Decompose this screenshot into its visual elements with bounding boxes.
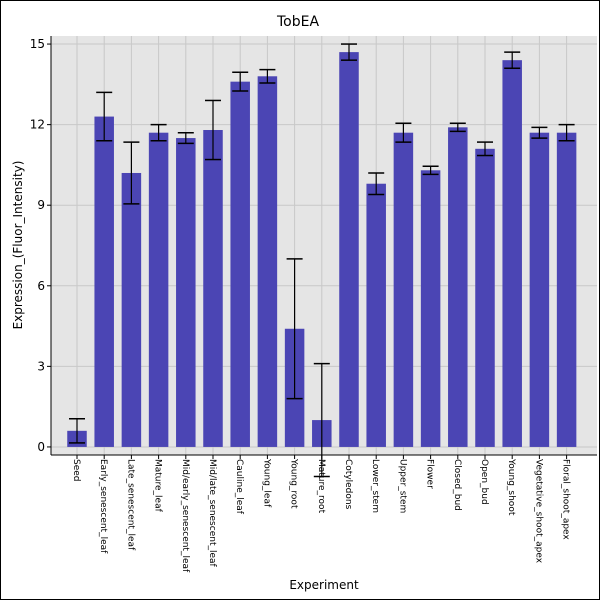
y-tick-label: 0 xyxy=(37,440,45,454)
bar xyxy=(339,52,359,447)
x-tick-label: Young_leaf xyxy=(261,458,271,508)
x-tick-label: Young_shoot xyxy=(506,458,516,516)
chart-title: TobEA xyxy=(276,14,319,30)
x-tick-label: Young_root xyxy=(289,458,299,509)
bar xyxy=(502,60,522,447)
bar xyxy=(420,170,441,447)
x-tick-label: Early_senescent_leaf xyxy=(98,459,108,554)
x-tick-label: Vegetative_shoot_apex xyxy=(533,459,543,564)
bar xyxy=(393,132,414,447)
x-tick-label: Upper_stem xyxy=(397,459,407,513)
y-tick-label: 12 xyxy=(30,118,45,132)
x-tick-label: Flower xyxy=(425,459,435,489)
x-tick-label: Mid/late_senescent_leaf xyxy=(207,459,217,568)
bar xyxy=(176,138,196,447)
y-tick-label: 3 xyxy=(37,359,45,373)
bar xyxy=(148,132,169,447)
bar xyxy=(556,132,577,447)
y-tick-label: 15 xyxy=(30,37,45,51)
x-axis-label: Experiment xyxy=(289,578,359,592)
bar xyxy=(448,127,468,447)
bars xyxy=(67,52,577,447)
x-tick-label: Lower_stem xyxy=(370,459,380,513)
y-tick-label: 9 xyxy=(37,198,45,212)
bar xyxy=(257,76,278,447)
y-tick-label: 6 xyxy=(37,279,45,293)
x-tick-label: Cotyledons xyxy=(343,459,353,510)
bar xyxy=(475,148,495,447)
bar xyxy=(121,172,142,447)
x-tick-label: Seed xyxy=(71,459,81,482)
bar xyxy=(230,81,250,447)
x-tick-label: Floral_shoot_apex xyxy=(561,459,571,540)
bar xyxy=(94,116,114,447)
bar xyxy=(366,183,386,447)
x-tick-label: Mature_root xyxy=(316,459,326,514)
x-tick-label: Late_senescent_leaf xyxy=(125,459,135,551)
axes: 0 3 6 9 12 15 Seed Early_senescent_leaf Late_sen… xyxy=(30,36,597,573)
x-tick-label: Closed_bud xyxy=(452,459,462,511)
x-tick-label: Cauline_leaf xyxy=(234,459,244,515)
bar xyxy=(203,130,223,447)
bar xyxy=(529,132,550,447)
y-axis-label: Expression_(Fluor_Intensity) xyxy=(11,161,25,330)
x-tick-label: Open_bud xyxy=(479,459,489,505)
x-tick-label: Mid/early_senescent_leaf xyxy=(180,459,190,573)
x-tick-label: Mature_leaf xyxy=(153,459,163,513)
